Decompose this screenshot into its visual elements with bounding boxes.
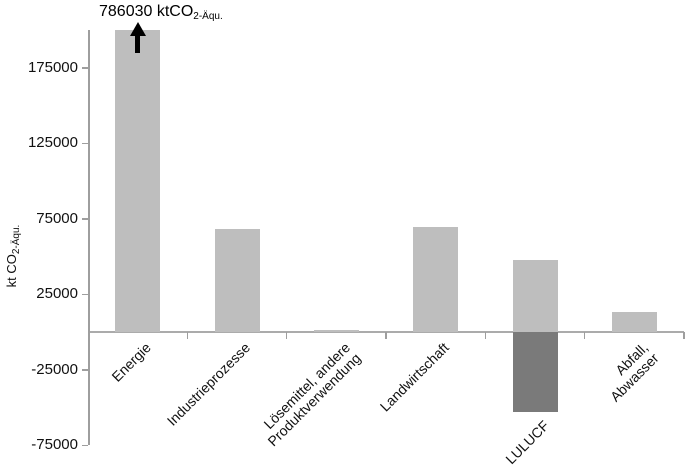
y-axis-tick (82, 293, 88, 295)
clip-arrow-icon (129, 22, 146, 36)
y-tick-label: -75000 (31, 436, 78, 454)
bar-abfall-abwasser (611, 312, 657, 332)
x-axis-tick (186, 332, 189, 339)
y-axis-tick (82, 218, 88, 220)
y-axis-tick (82, 444, 88, 446)
bar-lulucf (512, 332, 558, 413)
y-tick-label: 75000 (36, 209, 78, 227)
category-label: LULUCF (501, 417, 552, 466)
y-axis-tick (82, 67, 88, 69)
category-label: Abfall, Abwasser (597, 339, 662, 404)
x-axis-tick (583, 332, 586, 339)
clipped-bar-annotation: 786030 ktCO2-Äqu. (99, 3, 223, 22)
bar-energie (115, 30, 161, 332)
category-label: Landwirtschaft (377, 339, 453, 415)
y-tick-label: 175000 (27, 58, 78, 76)
x-axis-tick (285, 332, 288, 339)
y-tick-label: 25000 (36, 285, 78, 303)
y-axis-line (88, 30, 90, 445)
category-label: Energie (108, 339, 155, 385)
bar-l-semittel-andere-produktverwendung (313, 329, 359, 332)
bar-industrieprozesse (214, 229, 260, 332)
category-label-line: LULUCF (501, 417, 552, 466)
x-axis-tick (484, 332, 487, 339)
bar-lulucf (512, 259, 558, 332)
y-axis-title-text: kt CO (4, 254, 19, 288)
x-axis-tick (683, 332, 685, 339)
y-tick-label: -25000 (31, 360, 78, 378)
annotation-value: 786030 ktCO (99, 3, 194, 20)
category-label-line: Industrieprozesse (164, 339, 254, 429)
category-label-line: Lösemittel, andere (260, 339, 353, 433)
y-axis-title: kt CO2-Äqu. (4, 186, 22, 326)
y-tick-label: 125000 (27, 134, 78, 152)
category-label-line: Energie (108, 339, 155, 385)
category-label: Lösemittel, andere Produktverwendung (254, 339, 363, 449)
y-axis-tick (82, 142, 88, 144)
x-axis-tick (385, 332, 387, 339)
category-label: Industrieprozesse (164, 339, 254, 429)
y-axis-tick (82, 369, 88, 371)
y-axis-title-subscript: 2-Äqu. (11, 224, 22, 255)
annotation-subscript: 2-Äqu. (193, 11, 223, 22)
clip-arrow-shaft (135, 32, 140, 53)
category-label-line: Landwirtschaft (377, 339, 453, 415)
bar-landwirtschaft (413, 227, 459, 332)
